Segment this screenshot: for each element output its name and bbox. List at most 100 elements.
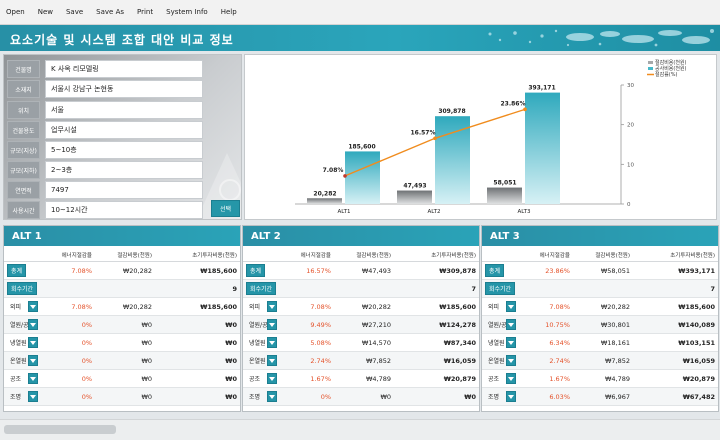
chevron-down-icon [269,322,275,327]
row-dropdown-button[interactable] [267,301,277,312]
alt-title: ALT 2 [243,226,479,246]
menu-help[interactable]: Help [220,8,237,16]
alt-title: ALT 1 [4,226,240,246]
row-label[interactable]: 총계 [485,264,505,277]
chevron-down-icon [269,394,275,399]
row-dropdown-button[interactable] [28,319,38,330]
row-dropdown-button[interactable] [506,355,516,366]
address-field[interactable]: 서울시 강남구 논현동 [45,80,203,98]
col-energy-saving-rate: 에너지절감율 [300,253,331,259]
energy-saving-rate-cell: 23.86% [545,267,570,275]
table-row: 온열원 2.74% ₩7,852 ₩16,059 [243,352,479,370]
floors-below-field[interactable]: 2~3층 [45,161,203,179]
menu-new[interactable]: New [37,8,53,16]
col-savings-cost: 절감비용(천원) [595,253,630,259]
energy-saving-rate-cell: 0% [81,375,92,383]
chevron-down-icon [508,340,514,345]
row-dropdown-button[interactable] [28,355,38,366]
floors-above-field[interactable]: 5~10층 [45,141,203,159]
energy-saving-rate-cell: 1.67% [310,375,331,383]
row-label[interactable]: 회수기간 [246,282,277,295]
chevron-down-icon [508,304,514,309]
row-dropdown-button[interactable] [28,391,38,402]
initial-investment-cell: ₩185,600 [439,303,476,311]
initial-investment-cell: ₩185,600 [200,303,237,311]
scrollbar-thumb[interactable] [4,425,116,434]
row-label[interactable]: 회수기간 [485,282,516,295]
bar-savings [307,198,342,204]
row-dropdown-button[interactable] [267,355,277,366]
rate-label: 16.57% [411,129,436,136]
row-dropdown-button[interactable] [267,373,277,384]
table-row: 외피 7.08% ₩20,282 ₩185,600 [482,298,718,316]
table-row: 공조 0% ₩0 ₩0 [4,370,240,388]
row-label: 열원/공조 [10,322,35,329]
menu-save-as[interactable]: Save As [96,8,125,16]
initial-investment-cell: ₩0 [464,393,476,401]
row-dropdown-button[interactable] [28,301,38,312]
chevron-down-icon [30,322,36,327]
initial-investment-cell: ₩0 [225,339,237,347]
row-label: 공조 [249,376,261,383]
legend-swatch-savings [648,61,653,64]
menu-open[interactable]: Open [6,8,25,16]
location-field[interactable]: 서울 [45,101,203,119]
info-row-location: 위치 서울 [7,101,203,119]
row-dropdown-button[interactable] [506,391,516,402]
table-row: 냉열원 0% ₩0 ₩0 [4,334,240,352]
menu-print[interactable]: Print [137,8,154,16]
horizontal-scrollbar[interactable] [0,419,720,440]
select-button[interactable]: 선택 [211,200,240,217]
row-dropdown-button[interactable] [267,319,277,330]
row-label: 냉열원 [10,340,27,347]
column-headers: 에너지절감율 절감비용(천원) 초기투자비용(천원) [4,246,240,262]
alt2-rows: 총계 16.57% ₩47,493 ₩309,878 회수기간 7 외피 7.08% ₩20,2… [243,262,479,406]
row-dropdown-button[interactable] [267,337,277,348]
row-dropdown-button[interactable] [267,391,277,402]
row-label: 열원/공조 [249,322,274,329]
row-dropdown-button[interactable] [28,373,38,384]
row-label: 공조 [488,376,500,383]
row-dropdown-button[interactable] [506,373,516,384]
energy-saving-rate-cell: 5.08% [310,339,331,347]
energy-saving-rate-cell: 2.74% [310,357,331,365]
table-row: 회수기간 9 [4,280,240,298]
chevron-down-icon [30,340,36,345]
info-label: 건물명 [7,60,40,78]
bar-label-construction: 309,878 [438,108,465,115]
table-row: 회수기간 7 [482,280,718,298]
building-usage-field[interactable]: 업무시설 [45,121,203,139]
savings-cost-cell: ₩27,210 [361,321,391,329]
row-label[interactable]: 총계 [246,264,266,277]
decorative-map-graphic [488,29,714,47]
menu-save[interactable]: Save [65,8,84,16]
bar-label-construction: 185,600 [348,143,375,150]
row-label[interactable]: 회수기간 [7,282,38,295]
table-row: 온열원 0% ₩0 ₩0 [4,352,240,370]
row-dropdown-button[interactable] [28,337,38,348]
bar-savings [487,187,522,204]
table-row: 열원/공조 10.75% ₩30,801 ₩140,089 [482,316,718,334]
page-title: 요소기술 및 시스템 조합 대안 비교 정보 [10,33,234,47]
info-label: 규모(지상) [7,141,40,159]
alt1-panel: ALT 1 에너지절감율 절감비용(천원) 초기투자비용(천원) 총계 7.08%… [3,225,241,412]
building-name-field[interactable]: K 사옥 리모델링 [45,60,203,78]
row-dropdown-button[interactable] [506,319,516,330]
table-row: 총계 16.57% ₩47,493 ₩309,878 [243,262,479,280]
row-label[interactable]: 총계 [7,264,27,277]
initial-investment-cell: ₩140,089 [678,321,715,329]
usage-hours-field[interactable]: 10~12시간 [45,201,203,219]
chevron-down-icon [30,376,36,381]
table-row: 총계 23.86% ₩58,051 ₩393,171 [482,262,718,280]
floor-area-field[interactable]: 7497 [45,181,203,199]
col-energy-saving-rate: 에너지절감율 [61,253,92,259]
row-dropdown-button[interactable] [506,337,516,348]
alt3-rows: 총계 23.86% ₩58,051 ₩393,171 회수기간 7 외피 7.08% ₩20,2… [482,262,718,406]
info-label: 연면적 [7,181,40,199]
bar-construction [345,151,380,204]
alt-title: ALT 3 [482,226,718,246]
row-dropdown-button[interactable] [506,301,516,312]
menu-system-info[interactable]: System Info [166,8,208,16]
energy-saving-rate-cell: 7.08% [71,303,92,311]
col-initial-investment: 초기투자비용(천원) [192,253,237,259]
